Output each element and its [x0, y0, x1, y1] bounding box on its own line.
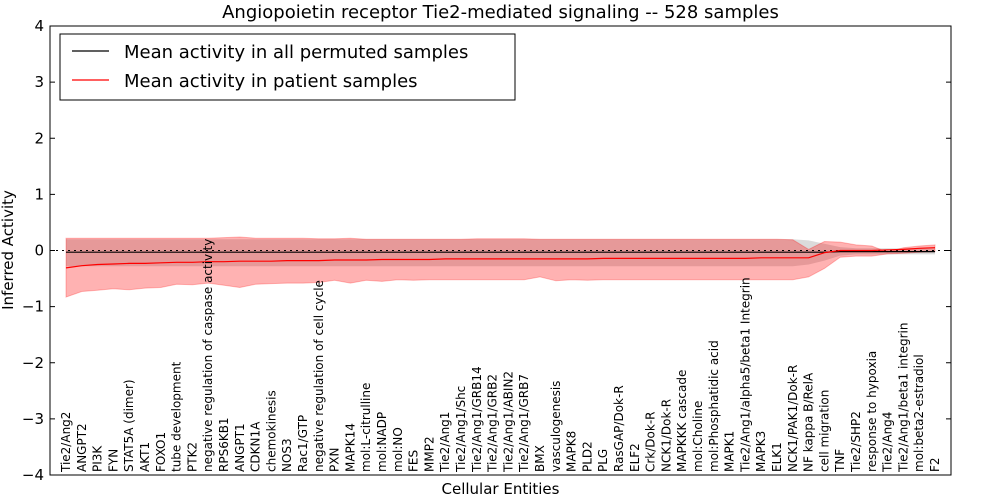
category-label: mol:beta2-estradiol: [912, 354, 926, 472]
category-label: Rac1/GTP: [296, 415, 310, 472]
category-label: BMX: [533, 445, 547, 472]
category-label: FES: [407, 450, 421, 472]
category-label: AKT1: [138, 442, 152, 472]
y-tick-label: 2: [34, 129, 44, 147]
category-label: F2: [928, 457, 942, 472]
category-label: ANGPT2: [75, 423, 89, 472]
y-tick-label: −1: [22, 298, 44, 316]
category-label: Tie2/SHP2: [849, 411, 863, 473]
category-label: Tie2/Ang1: [438, 412, 452, 473]
category-label: tube development: [170, 361, 184, 472]
category-label: Tie2/Ang1/GRB2: [486, 374, 500, 473]
category-label: Tie2/Ang1/GRB14: [470, 366, 484, 473]
category-label: CDKN1A: [249, 421, 263, 472]
y-axis-label: Inferred Activity: [0, 190, 17, 310]
category-label: MMP2: [422, 436, 436, 472]
category-label: chemokinesis: [264, 390, 278, 472]
category-label: FYN: [106, 449, 120, 472]
category-label: mol:L-citrulline: [359, 383, 373, 472]
y-tick-label: 3: [34, 73, 44, 91]
category-label: Tie2/Ang1/beta1 integrin: [896, 323, 910, 474]
patient-mean-line: [65, 247, 936, 269]
legend: Mean activity in all permuted samples Me…: [59, 33, 516, 101]
category-label: NCK1/PAK1/Dok-R: [786, 365, 800, 472]
category-label: Crk/Dok-R: [644, 411, 658, 472]
category-label: mol:Phosphatidic acid: [707, 340, 721, 472]
category-label: Tie2/Ang1/Shc: [454, 386, 468, 473]
category-label: PXN: [328, 448, 342, 472]
chart-title: Angiopoietin receptor Tie2-mediated sign…: [222, 2, 779, 23]
category-label: PLD2: [580, 441, 594, 472]
plot-frame: [49, 25, 952, 476]
category-label: cell migration: [817, 390, 831, 472]
category-label: STAT5A (dimer): [122, 379, 136, 472]
category-label: TNF: [833, 449, 847, 473]
category-label: mol:NADP: [375, 412, 389, 472]
y-tick-label: 4: [34, 17, 44, 35]
category-label: Tie2/Ang1/alpha5/beta1 Integrin: [738, 277, 752, 473]
y-tick-label: −2: [22, 354, 44, 372]
category-label: RasGAP/Dok-R: [612, 385, 626, 472]
category-label: NOS3: [280, 438, 294, 472]
category-label: NCK1/Dok-R: [659, 399, 673, 472]
category-label: NF kappa B/RelA: [802, 372, 816, 472]
category-label: Tie2/Ang1/GRB7: [517, 374, 531, 473]
category-label: mol:Choline: [691, 401, 705, 472]
category-label: Tie2/Ang2: [59, 412, 73, 473]
category-label: mol:NO: [391, 427, 405, 472]
category-label: ANGPT1: [233, 423, 247, 472]
category-label: ELK1: [770, 442, 784, 472]
category-label: response to hypoxia: [865, 351, 879, 472]
category-label: Tie2/Ang4: [881, 412, 895, 473]
category-label: PLG: [596, 449, 610, 472]
y-tick-label: −3: [22, 410, 44, 428]
category-label: RPS6KB1: [217, 417, 231, 472]
category-label: MAPK1: [723, 431, 737, 472]
category-label: MAPK14: [343, 423, 357, 472]
category-label: MAPKKK cascade: [675, 370, 689, 472]
category-label: FOXO1: [154, 432, 168, 472]
legend-label-patient: Mean activity in patient samples: [124, 71, 418, 92]
permuted-mean-line: [66, 251, 935, 253]
y-tick-label: 0: [34, 242, 44, 260]
category-label: negative regulation of cell cycle: [312, 280, 326, 472]
legend-frame: [59, 33, 516, 101]
category-label: MAPK3: [754, 431, 768, 472]
category-label: negative regulation of caspase activity: [201, 239, 215, 472]
legend-label-permuted: Mean activity in all permuted samples: [124, 42, 468, 63]
category-label: PTK2: [185, 442, 199, 472]
plot-area: Tie2/Ang2 ANGPT2 PI3K FYN STAT5A (dimer) AKT1…: [22, 17, 952, 484]
category-label: ELF2: [628, 443, 642, 472]
category-label: vasculogenesis: [549, 381, 563, 472]
y-tick-label: 1: [34, 185, 44, 203]
x-axis-label: Cellular Entities: [442, 480, 560, 498]
category-label: PI3K: [91, 445, 105, 472]
category-label: Tie2/Ang1/ABIN2: [501, 371, 515, 473]
y-tick-label: −4: [22, 466, 44, 484]
category-label: MAPK8: [565, 431, 579, 472]
